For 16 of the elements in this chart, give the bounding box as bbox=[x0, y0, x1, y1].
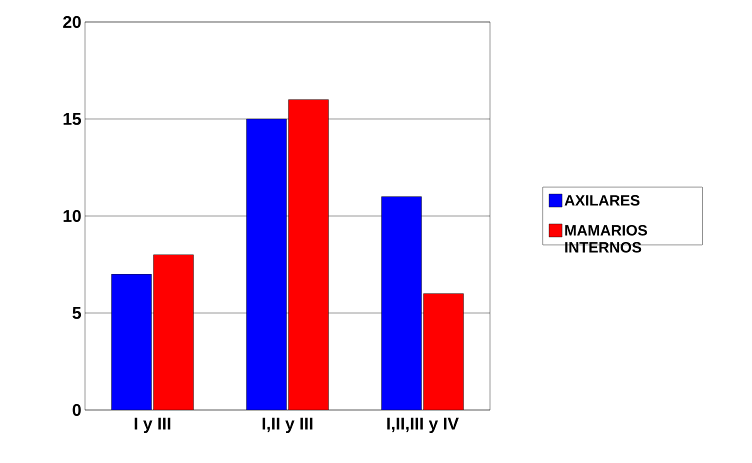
x-tick-label: I y III bbox=[134, 418, 170, 433]
y-tick-label: 20 bbox=[63, 16, 81, 28]
bar bbox=[423, 293, 464, 410]
bar bbox=[381, 196, 422, 410]
bar bbox=[111, 274, 152, 410]
y-tick-label: 0 bbox=[72, 404, 81, 416]
bar bbox=[246, 118, 287, 410]
y-tick-label: 5 bbox=[72, 307, 82, 319]
y-tick-label: 10 bbox=[64, 210, 81, 222]
bar bbox=[288, 99, 329, 410]
y-tick-label: 15 bbox=[64, 113, 82, 125]
legend-label: MAMARIOS INTERNOS bbox=[565, 224, 647, 253]
x-tick-label: I,II,III y IV bbox=[387, 418, 459, 433]
legend-label: AXILARES bbox=[564, 195, 640, 206]
bar bbox=[153, 254, 194, 410]
x-tick-label: I,II y III bbox=[262, 418, 312, 433]
